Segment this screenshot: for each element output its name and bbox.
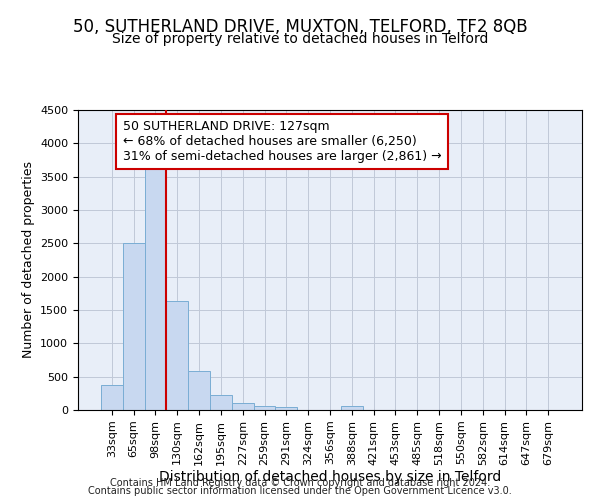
Bar: [123, 242, 145, 410]
Text: 50 SUTHERLAND DRIVE: 127sqm
← 68% of detached houses are smaller (6,250)
31% of : 50 SUTHERLAND DRIVE: 127sqm ← 68% of det…: [123, 120, 442, 163]
Text: Contains public sector information licensed under the Open Government Licence v3: Contains public sector information licen…: [88, 486, 512, 496]
Bar: [188, 370, 210, 410]
Text: Size of property relative to detached houses in Telford: Size of property relative to detached ho…: [112, 32, 488, 46]
Bar: [275, 408, 297, 410]
Bar: [232, 403, 254, 410]
Bar: [145, 162, 166, 410]
Text: 50, SUTHERLAND DRIVE, MUXTON, TELFORD, TF2 8QB: 50, SUTHERLAND DRIVE, MUXTON, TELFORD, T…: [73, 18, 527, 36]
Bar: [341, 406, 363, 410]
X-axis label: Distribution of detached houses by size in Telford: Distribution of detached houses by size …: [159, 470, 501, 484]
Bar: [210, 394, 232, 410]
Y-axis label: Number of detached properties: Number of detached properties: [22, 162, 35, 358]
Bar: [166, 302, 188, 410]
Bar: [254, 406, 275, 410]
Text: Contains HM Land Registry data © Crown copyright and database right 2024.: Contains HM Land Registry data © Crown c…: [110, 478, 490, 488]
Bar: [101, 386, 123, 410]
